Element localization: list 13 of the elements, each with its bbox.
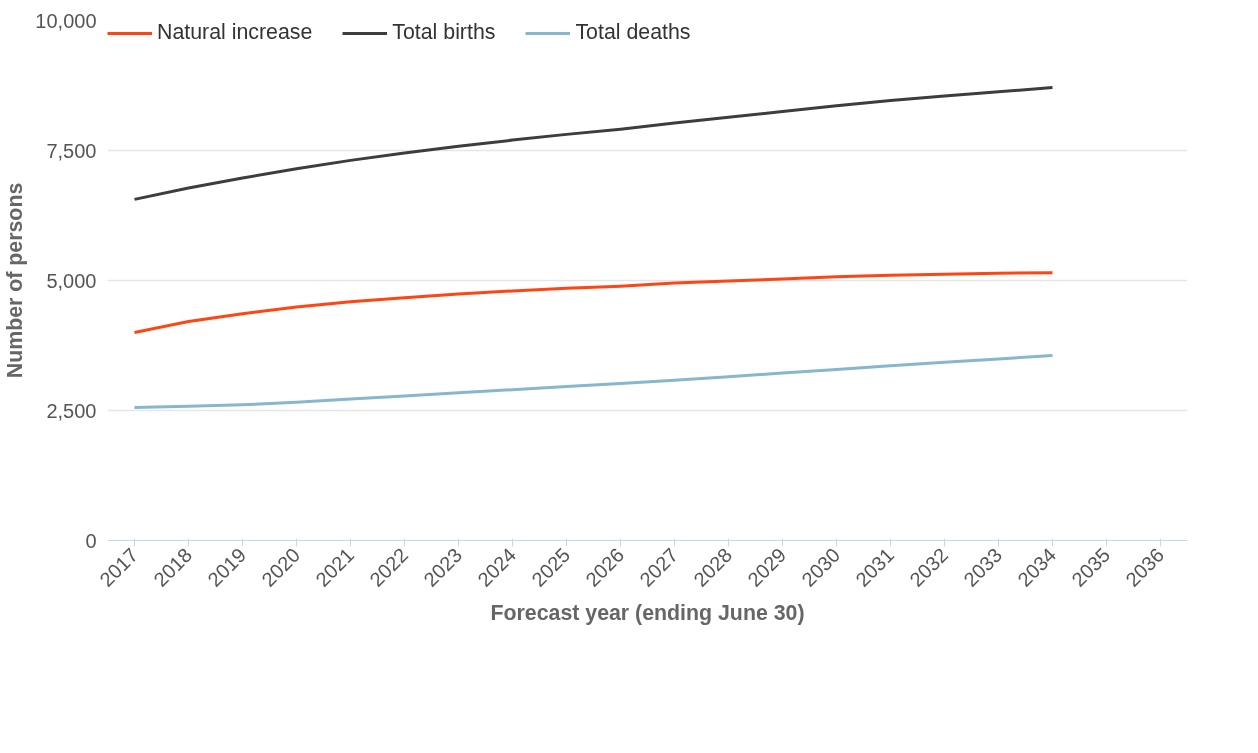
legend-label: Total deaths [575, 20, 691, 45]
legend-label: Total births [392, 20, 496, 45]
y-tick-label: 2,500 [46, 399, 97, 422]
x-axis-title: Forecast year (ending June 30) [490, 600, 805, 625]
y-tick-label: 7,500 [46, 139, 97, 162]
line-series [133, 353, 1054, 409]
y-tick-label: 0 [85, 529, 97, 552]
line-series [133, 86, 1054, 201]
y-tick-label: 5,000 [46, 269, 97, 292]
line-series [133, 271, 1054, 334]
y-tick-label: 10,000 [35, 9, 97, 32]
y-axis-title: Number of persons [3, 182, 28, 379]
legend-label: Natural increase [157, 20, 313, 45]
